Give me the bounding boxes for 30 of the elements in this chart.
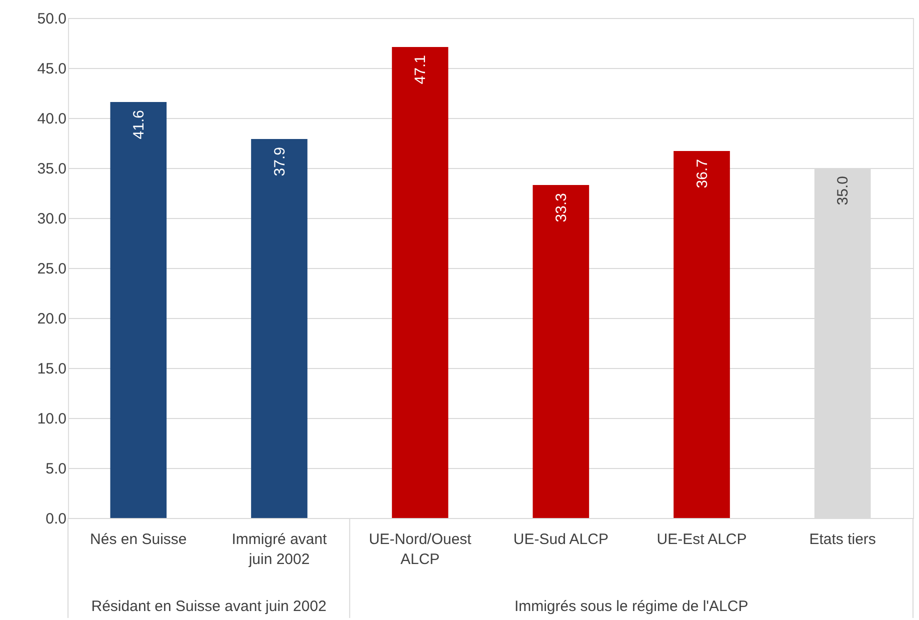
text: Résidant en Suisse avant juin 2002 — [91, 598, 326, 615]
data-label: 33.3 — [552, 193, 570, 222]
y-tick-label: 0.0 — [46, 510, 66, 528]
x-tick-label: UE-Est ALCP — [656, 531, 747, 548]
data-label: 35.0 — [834, 176, 852, 206]
bar — [532, 185, 590, 518]
text: Immigrés sous le régime de l'ALCP — [514, 598, 748, 615]
data-label: 37.9 — [271, 147, 288, 176]
y-tick-label: 50.0 — [37, 10, 66, 28]
x-tick-label: UE-Sud ALCP — [513, 531, 608, 548]
x-tick-label: Immigré avant juin 2002 — [232, 531, 328, 568]
y-tick-label: 40.0 — [37, 110, 66, 128]
x-tick-label: UE-Nord/Ouest ALCP — [368, 531, 472, 568]
data-label: 41.6 — [130, 110, 148, 140]
data-label: 36.7 — [694, 159, 711, 188]
y-tick-label: 10.0 — [37, 410, 66, 428]
y-tick-label: 45.0 — [37, 60, 66, 78]
y-tick-label: 5.0 — [46, 460, 66, 478]
bar — [251, 139, 308, 518]
bar — [674, 151, 730, 518]
y-tick-label: 25.0 — [37, 260, 66, 278]
x-tick-label: Nés en Suisse — [90, 531, 187, 548]
y-tick-label: 30.0 — [37, 210, 66, 228]
y-tick-label: 15.0 — [37, 360, 66, 378]
y-tick-label: 35.0 — [37, 160, 66, 178]
y-tick-label: 20.0 — [37, 310, 66, 328]
data-label: 47.1 — [412, 55, 430, 84]
x-tick-label: Etats tiers — [809, 531, 876, 548]
bar — [392, 47, 448, 518]
bar — [110, 102, 167, 518]
